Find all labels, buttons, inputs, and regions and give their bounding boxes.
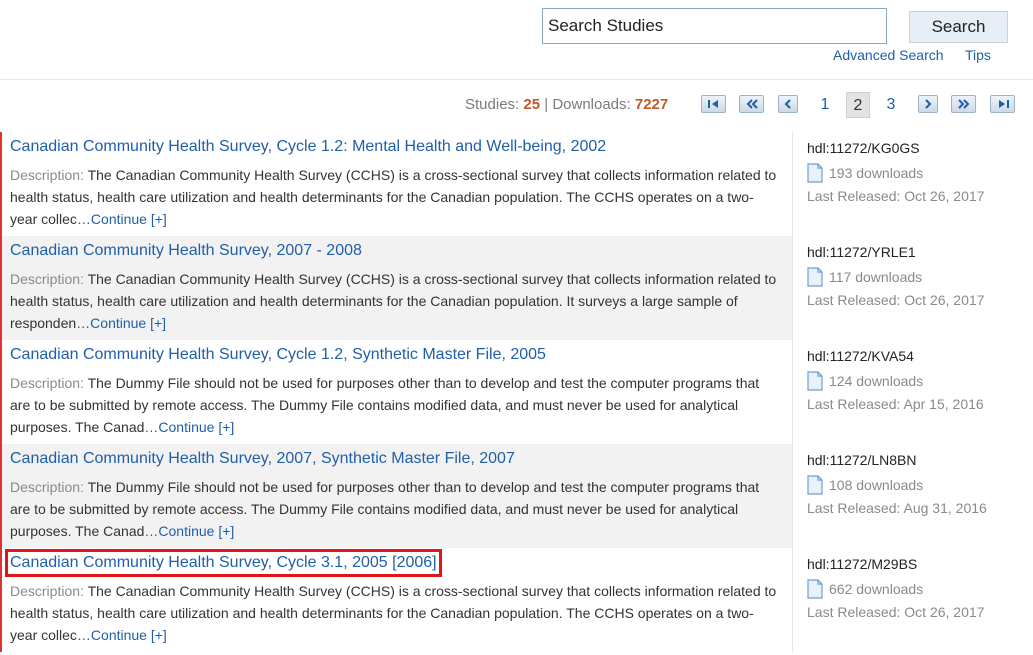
download-count: 108 downloads (807, 475, 923, 495)
downloads-count: 7227 (634, 96, 669, 113)
document-icon (807, 163, 823, 183)
result-row: Canadian Community Health Survey, Cycle … (0, 548, 1031, 652)
stats-separator: | (544, 96, 549, 113)
document-icon (807, 579, 823, 599)
download-count: 662 downloads (807, 579, 923, 599)
download-count-text: 108 downloads (829, 477, 924, 493)
last-released: Last Released: Aug 31, 2016 (807, 500, 987, 516)
download-count-text: 662 downloads (829, 581, 924, 597)
download-count: 193 downloads (807, 163, 923, 183)
result-row: Canadian Community Health Survey, 2007 -… (0, 236, 1031, 340)
handle-id: hdl:11272/KVA54 (807, 348, 914, 364)
advanced-search-link[interactable]: Advanced Search (833, 47, 944, 63)
download-count: 117 downloads (807, 267, 922, 287)
download-count-text: 193 downloads (829, 165, 924, 181)
description-label: Description: (10, 271, 84, 287)
last-released: Last Released: Oct 26, 2017 (807, 292, 985, 308)
document-icon (807, 371, 823, 391)
result-meta: hdl:11272/KVA54 124 downloads Last Relea… (792, 340, 1031, 444)
description-text: The Canadian Community Health Survey (CC… (10, 167, 777, 227)
description-text: The Dummy File should not be used for pu… (10, 375, 760, 435)
result-title-link[interactable]: Canadian Community Health Survey, Cycle … (10, 138, 607, 155)
continue-link[interactable]: …Continue [+] (144, 419, 235, 435)
handle-id: hdl:11272/LN8BN (807, 452, 917, 468)
description-label: Description: (10, 583, 84, 599)
previous-icon[interactable] (778, 95, 798, 113)
page-3-link[interactable]: 3 (886, 96, 896, 113)
tips-link[interactable]: Tips (965, 47, 991, 63)
downloads-label: Downloads: (552, 96, 631, 113)
result-row: Canadian Community Health Survey, Cycle … (0, 132, 1031, 236)
description-text: The Canadian Community Health Survey (CC… (10, 271, 777, 331)
results-stats: Studies: 25 | Downloads: 7227 (465, 96, 668, 113)
result-row: Canadian Community Health Survey, 2007, … (0, 444, 1031, 548)
result-meta: hdl:11272/YRLE1 117 downloads Last Relea… (792, 236, 1031, 340)
document-icon (807, 267, 823, 287)
result-meta: hdl:11272/LN8BN 108 downloads Last Relea… (792, 444, 1031, 548)
last-page-icon[interactable] (990, 95, 1015, 113)
continue-link[interactable]: …Continue [+] (76, 315, 167, 331)
last-released: Last Released: Oct 26, 2017 (807, 604, 985, 620)
search-header: Search Advanced Search Tips (0, 0, 1033, 80)
result-description: Description: The Canadian Community Heal… (10, 268, 780, 334)
description-label: Description: (10, 479, 84, 495)
description-text: The Canadian Community Health Survey (CC… (10, 583, 777, 643)
page-1-link[interactable]: 1 (820, 96, 830, 113)
studies-count: 25 (523, 96, 541, 113)
description-label: Description: (10, 375, 84, 391)
result-title-link[interactable]: Canadian Community Health Survey, Cycle … (10, 346, 546, 363)
result-title-link[interactable]: Canadian Community Health Survey, 2007 -… (10, 242, 362, 259)
last-released: Last Released: Oct 26, 2017 (807, 188, 985, 204)
result-row: Canadian Community Health Survey, Cycle … (0, 340, 1031, 444)
handle-id: hdl:11272/KG0GS (807, 140, 920, 156)
continue-link[interactable]: …Continue [+] (76, 627, 167, 643)
search-input[interactable] (542, 8, 887, 44)
search-button[interactable]: Search (909, 11, 1008, 43)
results-list: Canadian Community Health Survey, Cycle … (0, 132, 1031, 652)
result-description: Description: The Canadian Community Heal… (10, 164, 780, 230)
studies-label: Studies: (465, 96, 520, 113)
result-meta: hdl:11272/M29BS 662 downloads Last Relea… (792, 548, 1031, 652)
result-description: Description: The Canadian Community Heal… (10, 580, 780, 646)
fast-forward-icon[interactable] (951, 95, 976, 113)
handle-id: hdl:11272/YRLE1 (807, 244, 916, 260)
handle-id: hdl:11272/M29BS (807, 556, 918, 572)
continue-link[interactable]: …Continue [+] (76, 211, 167, 227)
first-page-icon[interactable] (701, 95, 726, 113)
description-label: Description: (10, 167, 84, 183)
document-icon (807, 475, 823, 495)
download-count-text: 124 downloads (829, 373, 924, 389)
result-description: Description: The Dummy File should not b… (10, 372, 780, 438)
result-description: Description: The Dummy File should not b… (10, 476, 780, 542)
download-count: 124 downloads (807, 371, 923, 391)
rewind-icon[interactable] (739, 95, 764, 113)
download-count-text: 117 downloads (829, 269, 923, 285)
result-title-link-highlighted[interactable]: Canadian Community Health Survey, Cycle … (5, 549, 442, 577)
result-title-link[interactable]: Canadian Community Health Survey, 2007, … (10, 450, 515, 467)
page-2-current: 2 (846, 92, 870, 118)
result-meta: hdl:11272/KG0GS 193 downloads Last Relea… (792, 132, 1031, 236)
continue-link[interactable]: …Continue [+] (144, 523, 235, 539)
next-icon[interactable] (918, 95, 938, 113)
description-text: The Dummy File should not be used for pu… (10, 479, 760, 539)
last-released: Last Released: Apr 15, 2016 (807, 396, 984, 412)
